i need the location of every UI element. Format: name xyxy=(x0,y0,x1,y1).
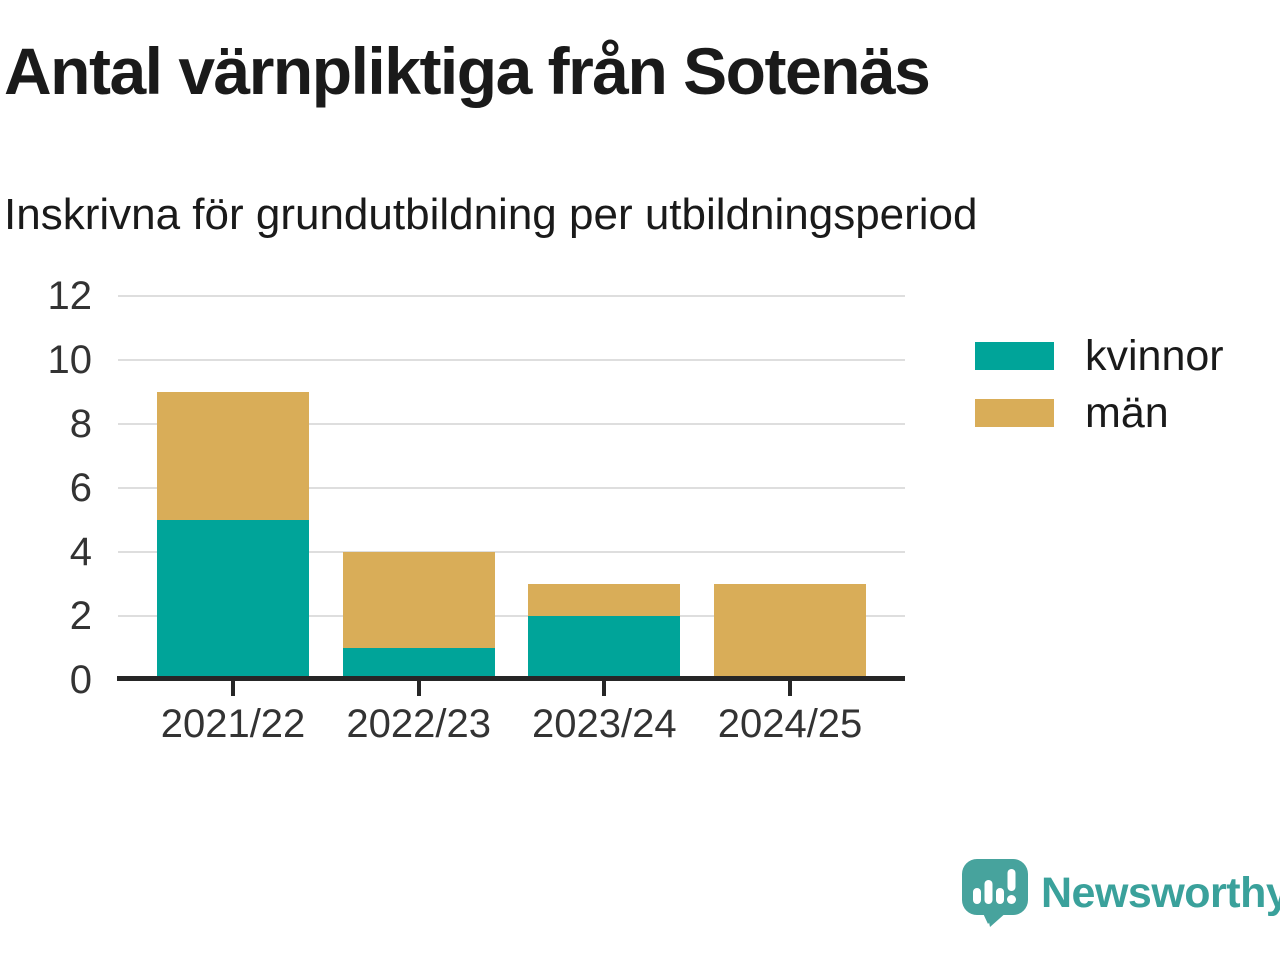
bar-segment-kvinnor-2023/24 xyxy=(528,616,681,680)
chart-subtitle: Inskrivna för grundutbildning per utbild… xyxy=(4,190,978,239)
x-axis-tick-label: 2024/25 xyxy=(717,702,863,746)
y-axis-tick-label: 8 xyxy=(69,402,92,446)
x-axis-tick-label: 2022/23 xyxy=(346,702,491,746)
legend-label: kvinnor xyxy=(1085,331,1224,380)
legend-swatch-män xyxy=(975,399,1054,427)
y-axis-tick-label: 2 xyxy=(69,594,92,638)
legend-item-kvinnor: kvinnor xyxy=(975,332,1224,380)
bar-segment-män-2022/23 xyxy=(342,552,495,648)
legend-item-män: män xyxy=(975,389,1224,437)
bar-segment-män-2023/24 xyxy=(528,584,681,616)
bar-segment-kvinnor-2021/22 xyxy=(157,520,309,680)
bar-segment-män-2024/25 xyxy=(714,584,866,680)
bar-segment-kvinnor-2022/23 xyxy=(342,648,495,680)
chart-title: Antal värnpliktiga från Sotenäs xyxy=(4,34,931,108)
x-axis-tick xyxy=(602,681,607,696)
gridline-y-6 xyxy=(118,487,905,489)
gridline-y-12 xyxy=(118,295,905,297)
y-axis-tick-label: 4 xyxy=(69,530,92,574)
newsworthy-speech-bubble-bar-chart-icon xyxy=(962,859,1028,927)
y-axis-tick-label: 6 xyxy=(69,466,92,510)
bar-segment-män-2021/22 xyxy=(157,392,309,520)
gridline-y-8 xyxy=(118,423,905,425)
y-axis-tick-label: 12 xyxy=(47,274,93,318)
x-axis-tick xyxy=(231,681,235,696)
gridline-y-2 xyxy=(118,615,905,617)
gridline-y-4 xyxy=(118,551,905,553)
x-axis-tick-label: 2021/22 xyxy=(160,702,306,746)
chart-legend: kvinnor män xyxy=(975,332,1224,450)
x-axis-tick xyxy=(416,681,421,696)
x-axis-tick xyxy=(788,681,792,696)
newsworthy-brand-text: Newsworthy xyxy=(1041,868,1280,917)
x-axis-tick-label: 2023/24 xyxy=(532,702,677,746)
x-axis-line xyxy=(117,676,905,681)
y-axis-tick-label: 10 xyxy=(47,338,93,382)
legend-label: män xyxy=(1085,388,1169,437)
gridline-y-10 xyxy=(118,359,905,361)
legend-swatch-kvinnor xyxy=(975,342,1054,370)
y-axis-tick-label: 0 xyxy=(69,658,92,702)
newsworthy-logo: Newsworthy xyxy=(962,859,1280,927)
